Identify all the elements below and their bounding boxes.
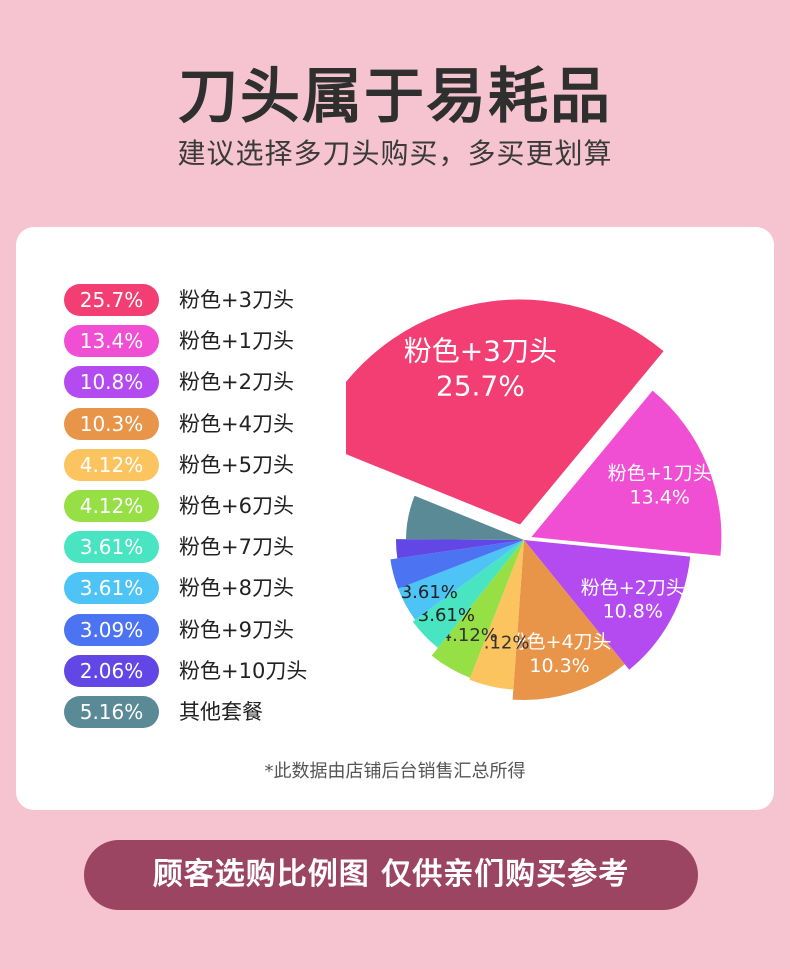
slice-value-label: 3.61% bbox=[418, 605, 475, 626]
pie-slice bbox=[396, 539, 524, 559]
pie-slice bbox=[390, 540, 524, 589]
data-source-note: *此数据由店铺后台销售汇总所得 bbox=[264, 761, 526, 782]
legend-label: 粉色+9刀头 bbox=[179, 617, 294, 642]
pie-slice bbox=[431, 540, 524, 678]
legend-value-badge: 10.3% bbox=[64, 407, 159, 440]
legend-value-badge: 2.06% bbox=[64, 654, 159, 687]
slice-value-label: 4.12% bbox=[441, 625, 498, 646]
chart-card: 25.7% 粉色+3刀头 13.4% 粉色+1刀头 10.8% 粉色+2刀头 10.3% 粉色… bbox=[16, 227, 774, 810]
legend-value-badge: 3.61% bbox=[64, 572, 159, 605]
pie-slice bbox=[469, 540, 524, 690]
legend-value-badge: 4.12% bbox=[64, 489, 159, 522]
slice-value-label: 25.7% bbox=[436, 369, 525, 402]
legend-value-badge: 13.4% bbox=[64, 325, 159, 358]
slice-value-label: 4.12% bbox=[472, 633, 529, 654]
legend-label: 粉色+3刀头 bbox=[179, 288, 294, 312]
pie-slice bbox=[346, 299, 664, 525]
slice-category-label: 粉色+4刀头 bbox=[508, 631, 612, 653]
legend-label: 粉色+8刀头 bbox=[179, 576, 294, 601]
page-title: 刀头属于易耗品 bbox=[178, 62, 612, 132]
legend-value-badge: 4.12% bbox=[64, 448, 159, 481]
legend-label: 粉色+4刀头 bbox=[179, 411, 294, 436]
pie-slice bbox=[524, 540, 691, 670]
slice-category-label: 粉色+3刀头 bbox=[404, 334, 557, 367]
legend-value-badge: 3.61% bbox=[64, 531, 159, 564]
legend-label: 粉色+2刀头 bbox=[179, 370, 294, 395]
legend-label: 粉色+1刀头 bbox=[179, 329, 294, 354]
pie-slice bbox=[406, 495, 524, 540]
slice-category-label: 粉色+1刀头 bbox=[608, 463, 712, 485]
pie-slice bbox=[512, 540, 625, 700]
legend-label: 粉色+6刀头 bbox=[179, 493, 294, 518]
pie-slice bbox=[412, 540, 524, 648]
legend-label: 粉色+10刀头 bbox=[179, 658, 308, 683]
pie-slice bbox=[531, 390, 722, 556]
legend-value-badge: 3.09% bbox=[64, 613, 159, 646]
legend-label: 粉色+7刀头 bbox=[179, 535, 294, 560]
legend-label: 其他套餐 bbox=[179, 699, 263, 724]
legend-value-badge: 5.16% bbox=[64, 695, 159, 728]
slice-value-label: 3.61% bbox=[401, 582, 458, 603]
slice-value-label: 10.8% bbox=[603, 601, 663, 623]
slice-value-label: 10.3% bbox=[529, 655, 589, 677]
pie-slice bbox=[398, 540, 524, 620]
slice-value-label: 13.4% bbox=[630, 486, 690, 508]
legend-label: 粉色+5刀头 bbox=[179, 452, 294, 477]
slice-category-label: 粉色+2刀头 bbox=[581, 577, 685, 599]
legend-value-badge: 25.7% bbox=[64, 284, 159, 316]
footer-banner: 顾客选购比例图 仅供亲们购买参考 bbox=[84, 840, 698, 910]
legend-value-badge: 10.8% bbox=[64, 366, 159, 399]
page-subtitle: 建议选择多刀头购买，多买更划算 bbox=[177, 137, 613, 170]
